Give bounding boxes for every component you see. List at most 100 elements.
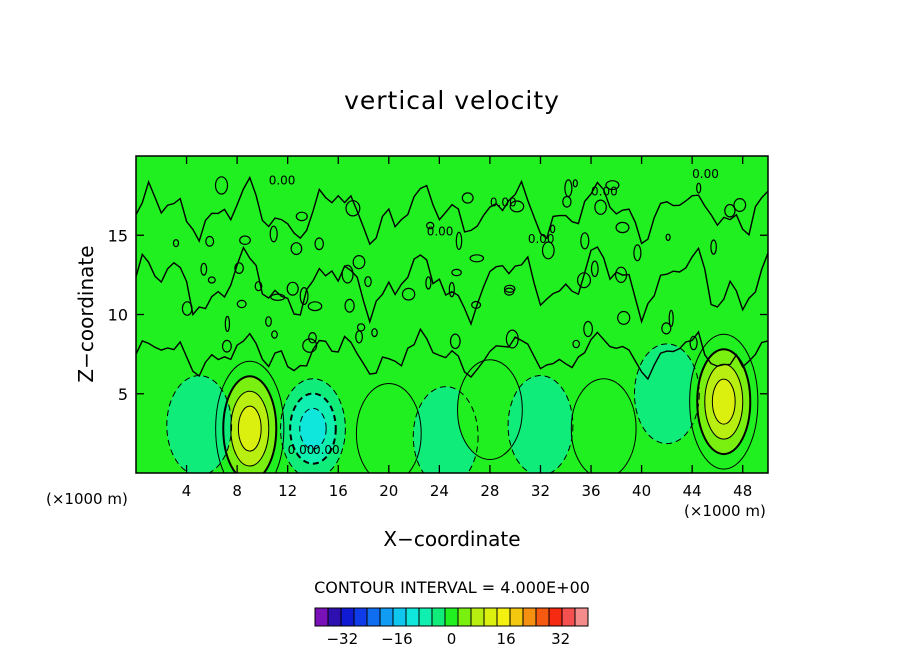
small-cell-61: [504, 287, 515, 296]
small-cell-32: [617, 310, 631, 325]
small-cell-59: [448, 281, 455, 298]
contour-fills: [136, 156, 768, 473]
small-cell-37: [580, 232, 590, 250]
contour-line-0-0: [215, 360, 285, 473]
small-cell-49: [364, 276, 372, 288]
small-cell-33: [503, 284, 516, 293]
small-cell-30: [299, 287, 309, 306]
small-cell-39: [665, 233, 671, 241]
small-cell-45: [549, 224, 556, 234]
contour-interval-label: CONTOUR INTERVAL = 4.000E+00: [314, 578, 590, 597]
y-tick-label: 15: [108, 226, 128, 245]
small-cell-1: [724, 203, 736, 218]
small-cell-35: [302, 338, 318, 353]
contour-fill-2-0: [356, 383, 422, 473]
contour-fill-8-0: [634, 343, 700, 444]
colorbar-swatch: [496, 607, 511, 627]
colorbar-swatch: [431, 607, 446, 627]
x-tick-label: 12: [278, 482, 297, 500]
small-cell-19: [461, 192, 474, 204]
colorbar-swatch: [379, 607, 394, 627]
contour-fill-7-0: [571, 378, 637, 473]
colorbar-swatch: [535, 607, 550, 627]
colorbar-swatch: [574, 607, 589, 627]
colorbar-swatch: [509, 607, 524, 627]
small-cell-26: [426, 221, 435, 230]
small-cell-53: [633, 244, 642, 262]
colorbar-swatch: [561, 607, 576, 627]
contour-line-1-0: [280, 378, 346, 473]
zero-contour-label: 0.00: [269, 174, 296, 188]
colorbar-tick-label: 16: [497, 630, 516, 648]
x-tick-label: 48: [733, 482, 752, 500]
small-cell-56: [234, 262, 244, 275]
colorbar-tick-label: 32: [551, 630, 570, 648]
x-tick-label: 40: [632, 482, 651, 500]
y-tick-label: 5: [118, 385, 128, 404]
colorbar-tick-label: −16: [381, 630, 413, 648]
small-cell-47: [605, 180, 620, 191]
small-cell-8: [668, 309, 674, 327]
small-cell-24: [583, 320, 593, 338]
zero-contour-label: 0.00: [591, 185, 618, 199]
small-cell-36: [307, 301, 323, 312]
small-cell-34: [425, 276, 432, 290]
small-cell-52: [286, 281, 299, 296]
small-cell-65: [239, 235, 251, 245]
chart-title: vertical velocity: [344, 86, 560, 115]
small-cell-29: [214, 176, 229, 195]
x-unit-left: (×1000 m): [46, 490, 128, 508]
small-cell-22: [661, 322, 672, 335]
small-cell-28: [614, 266, 628, 283]
colorbar-swatch: [457, 607, 472, 627]
small-cell-40: [270, 293, 286, 301]
x-tick-label: 28: [480, 482, 499, 500]
contour-line-7-0: [570, 378, 637, 473]
colorbar-swatch: [418, 607, 433, 627]
contour-line-2-0: [355, 382, 422, 473]
zero-contour-label: 0.00: [528, 232, 555, 246]
x-tick-label: 24: [430, 482, 449, 500]
small-cell-64: [471, 300, 482, 309]
x-tick-label: 36: [581, 482, 600, 500]
x-tick-label: 4: [182, 482, 192, 500]
zero-contour-label: 0.00: [288, 443, 315, 457]
zero-contour-label: 0.00: [313, 443, 340, 457]
small-cell-9: [733, 198, 747, 213]
colorbar-swatch: [405, 607, 420, 627]
small-cell-63: [455, 231, 463, 250]
colorbar-tick-label: −32: [326, 630, 358, 648]
small-cell-46: [352, 255, 366, 270]
contour-fill-0-3: [238, 406, 262, 452]
small-cell-58: [265, 316, 272, 327]
zero-contour-label: 0.00: [427, 224, 454, 238]
contour-line-4-0: [412, 386, 479, 473]
zero-contour-label: 0.00: [692, 167, 719, 181]
small-cell-5: [221, 339, 232, 353]
zero-contour-high: [136, 175, 768, 246]
contour-lines: 0.00 0.000.000.000.000.000.000.00: [136, 167, 768, 473]
small-cell-60: [271, 330, 278, 339]
small-cell-0: [308, 332, 317, 344]
small-cell-3: [344, 298, 355, 313]
small-cell-7: [341, 264, 354, 284]
x-tick-label: 8: [232, 482, 242, 500]
colorbar-swatch: [522, 607, 537, 627]
small-cell-21: [314, 237, 324, 251]
small-cell-25: [207, 276, 216, 284]
small-cell-66: [615, 221, 630, 234]
small-cell-6: [172, 239, 180, 248]
colorbar-swatch: [327, 607, 342, 627]
x-tick-label: 32: [531, 482, 550, 500]
contour-line-9-3: [711, 378, 736, 425]
colorbar: −32 −16 0 16 32: [314, 607, 589, 648]
contour-fill-1-2: [299, 408, 327, 449]
small-cell-10: [689, 335, 698, 351]
colorbar-swatch: [314, 607, 329, 627]
small-cell-68: [576, 272, 591, 289]
small-cell-44: [564, 179, 573, 198]
small-cell-57: [254, 281, 263, 292]
colorbar-tick-label: 0: [447, 630, 457, 648]
small-cell-17: [356, 323, 366, 332]
